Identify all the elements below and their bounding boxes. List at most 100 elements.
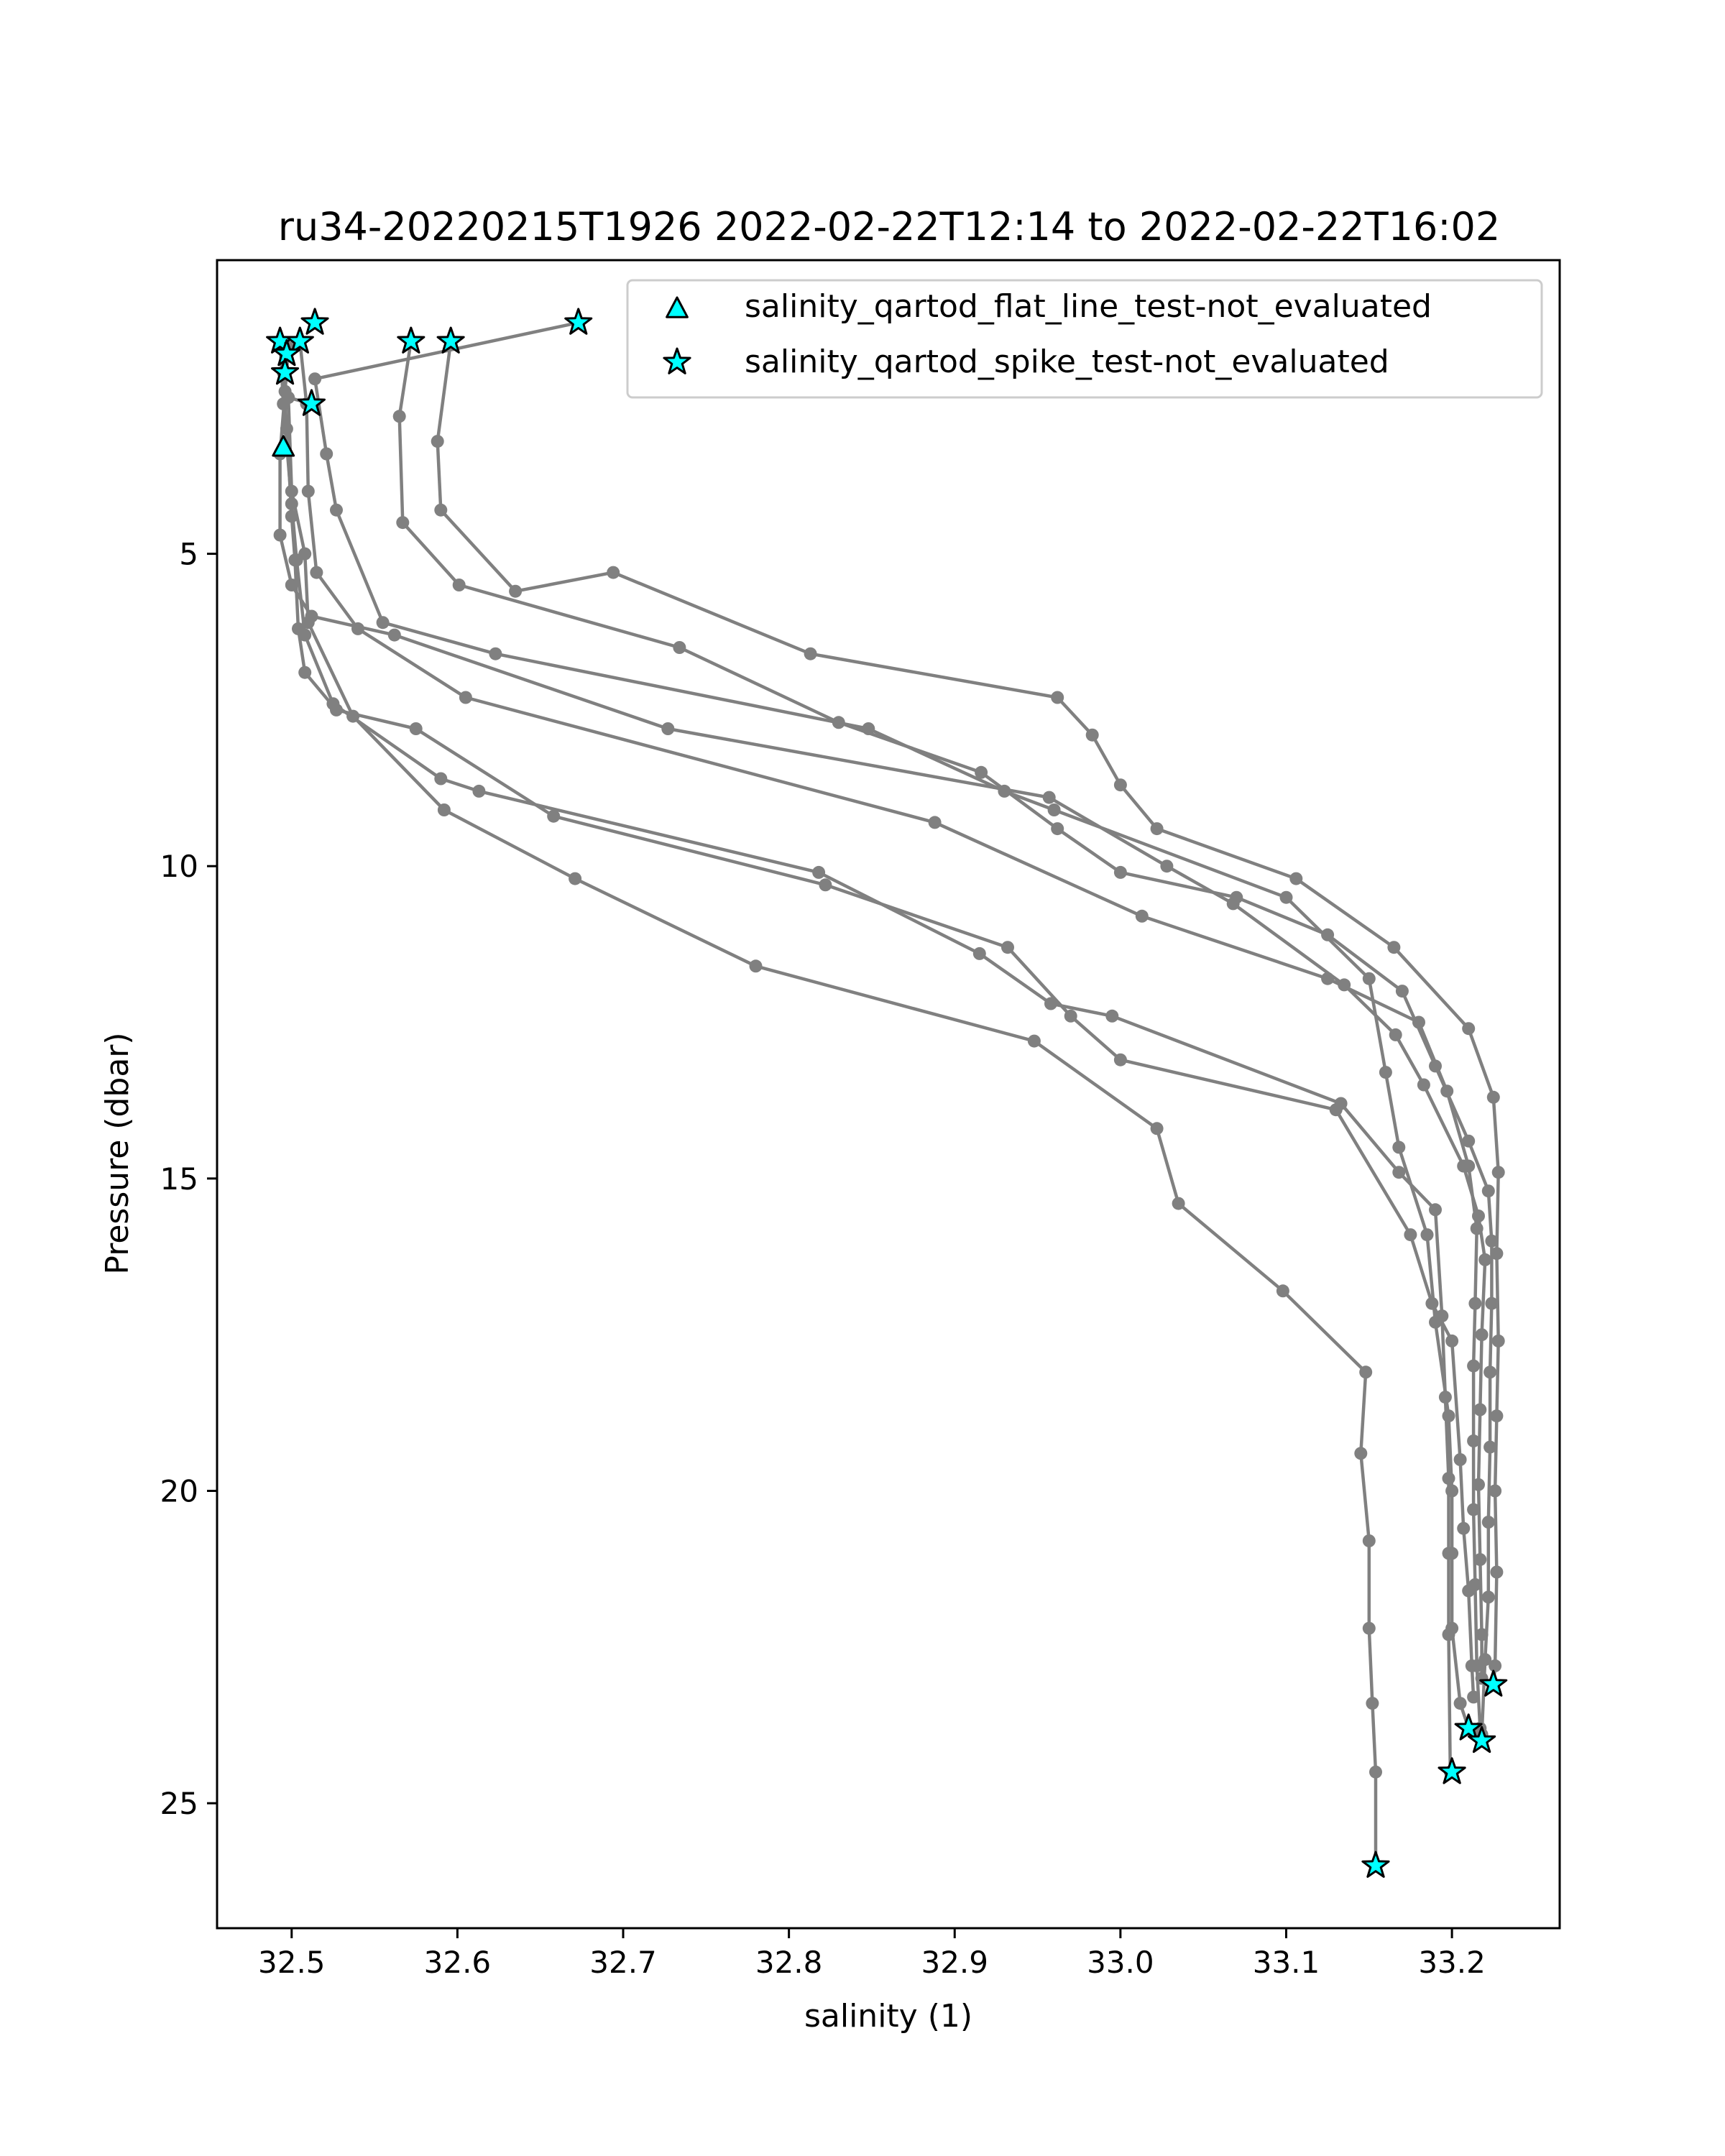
profile-point [1420, 1228, 1434, 1242]
profile-point [1113, 778, 1127, 792]
profile-point [1051, 822, 1064, 836]
spike-test-marker [285, 326, 314, 354]
profile-point [812, 865, 826, 879]
profile-point [1160, 860, 1174, 873]
profile-point [1429, 1203, 1442, 1217]
profile-point [1470, 1222, 1484, 1235]
profile-line [278, 341, 1453, 1774]
profile-point [1473, 1553, 1487, 1567]
legend-box [626, 279, 1543, 399]
profile-point [1468, 1296, 1482, 1310]
profile-point [1457, 1521, 1471, 1535]
profile-point [1453, 1697, 1467, 1710]
profile-point [1465, 1659, 1478, 1672]
profile-point [1172, 1197, 1185, 1210]
plot-area [266, 308, 1508, 1878]
profile-point [1105, 1009, 1119, 1023]
profile-point [1481, 1590, 1495, 1604]
spike-test-marker [1468, 1726, 1496, 1754]
profile-point [972, 946, 986, 960]
profile-point [1150, 1122, 1164, 1135]
profile-point [928, 816, 942, 829]
profile-point [569, 872, 582, 885]
profile-point [387, 628, 401, 642]
profile-point [1064, 1009, 1077, 1023]
profile-point [308, 372, 322, 386]
profile-point [673, 641, 686, 654]
x-tick-label: 32.9 [921, 1945, 988, 1980]
profile-point [1417, 1078, 1430, 1092]
profile-point [1438, 1391, 1452, 1404]
profile-point [301, 616, 315, 630]
profile-line [286, 395, 1378, 1866]
legend-label-spike: salinity_qartod_spike_test-not_evaluated [745, 344, 1389, 380]
profile-point [1379, 1066, 1392, 1079]
spike-test-marker [564, 308, 593, 335]
profile-point [832, 716, 845, 729]
profile-point [1279, 890, 1293, 904]
spike-test-marker [1454, 1713, 1483, 1741]
profile-point [292, 622, 305, 635]
profile-point [1113, 1053, 1127, 1067]
profile-point [282, 391, 295, 405]
profile-point [1362, 972, 1376, 985]
profile-point [1369, 1765, 1382, 1779]
profile-point [1042, 791, 1056, 804]
profile-point [330, 503, 343, 517]
profile-point [1491, 1334, 1505, 1348]
profile-line [281, 372, 1476, 1697]
profile-point [1276, 1284, 1289, 1298]
profile-point [301, 484, 315, 498]
profile-point [1467, 1690, 1481, 1704]
profile-point [1085, 728, 1099, 742]
profile-point [1392, 1166, 1406, 1179]
legend: salinity_qartod_flat_line_test-not_evalu… [626, 279, 1543, 399]
spike-test-marker [272, 338, 301, 367]
y-tick-label: 15 [160, 1161, 198, 1197]
profile-point [351, 622, 364, 635]
profile-point [661, 722, 675, 735]
profile-point [1321, 972, 1335, 985]
y-axis-label: Pressure (dbar) [99, 1032, 136, 1274]
profile-point [1387, 941, 1401, 954]
profile-point [376, 616, 390, 630]
profile-point [749, 959, 763, 973]
spike-test-marker [1361, 1851, 1390, 1878]
profile-point [1453, 1453, 1467, 1466]
axes-frame [216, 259, 1561, 1930]
legend-spike-marker [663, 347, 691, 374]
axes: 32.5 32.6 32.7 32.8 32.9 33.0 33.1 33.2 5 10 15 20 2… [160, 259, 1561, 1980]
profile-point [330, 703, 343, 717]
profile-point [1044, 997, 1057, 1010]
x-tick-label: 33.2 [1418, 1945, 1486, 1980]
profile-point [1051, 691, 1064, 704]
x-tick-label: 32.8 [755, 1945, 823, 1980]
profile-point [1467, 1434, 1481, 1447]
y-tick-label: 20 [160, 1473, 198, 1508]
profile-point [1001, 941, 1014, 954]
profile-point [409, 722, 423, 735]
legend-flat-line-marker [666, 296, 689, 318]
profile-point [1490, 1565, 1504, 1579]
profile-point [1484, 1440, 1497, 1454]
profile-point [1462, 1584, 1476, 1598]
profile-point [1486, 1090, 1500, 1104]
profile-point [459, 691, 472, 704]
profile-line [436, 341, 1500, 1685]
x-tick-label: 32.7 [589, 1945, 657, 1980]
profile-point [1478, 1253, 1492, 1266]
profile-point [1442, 1628, 1455, 1641]
chart-title: ru34-20220215T1926 2022-02-22T12:14 to 2… [278, 204, 1500, 249]
profile-point [434, 503, 448, 517]
profile-point [396, 516, 410, 530]
x-tick-label: 32.5 [258, 1945, 326, 1980]
profile-point [1359, 1365, 1373, 1379]
profile-point [1289, 872, 1303, 885]
profile-point [804, 647, 817, 660]
profile-point [434, 772, 448, 786]
x-tick-label: 32.6 [424, 1945, 492, 1980]
profile-point [509, 584, 523, 598]
profile-point [1362, 1621, 1376, 1635]
profile-point [1362, 1534, 1376, 1547]
profile-point [1489, 1659, 1502, 1672]
